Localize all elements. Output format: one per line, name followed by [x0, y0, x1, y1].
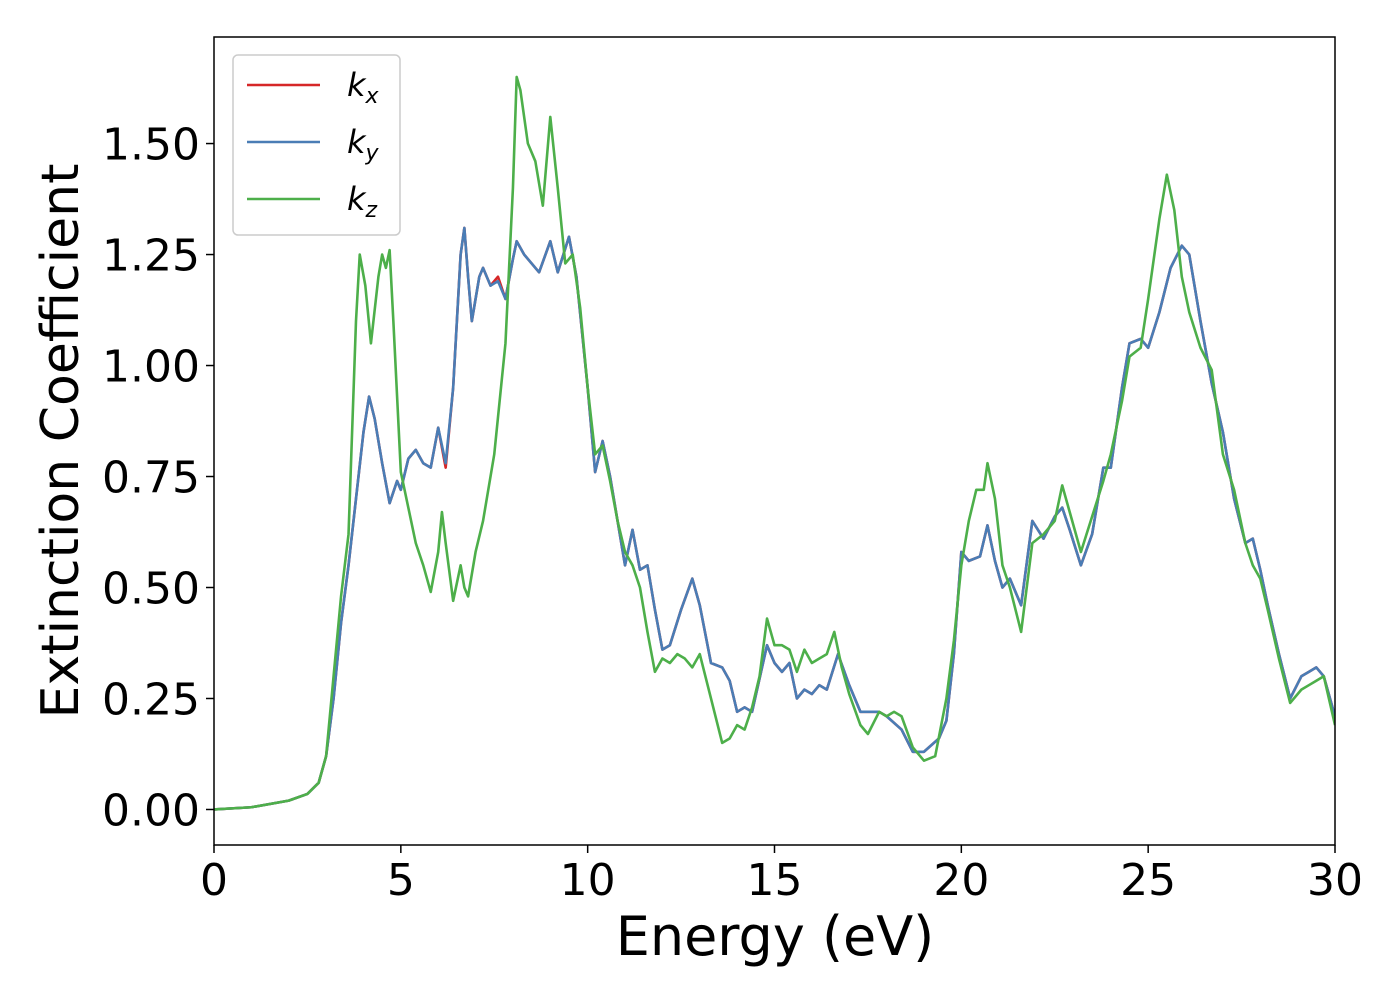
x-tick-label: 20: [933, 855, 989, 906]
x-tick-label: 15: [747, 855, 803, 906]
series-line: [214, 226, 1335, 811]
y-tick-label: 1.25: [102, 231, 200, 282]
series-line: [214, 226, 1335, 811]
y-tick-label: 0.75: [102, 453, 200, 504]
plot-frame: [213, 36, 1336, 846]
legend-label: kz: [347, 180, 378, 223]
series-line: [214, 75, 1335, 811]
y-tick-label: 0.00: [102, 785, 200, 836]
y-tick-label: 1.50: [102, 120, 200, 171]
legend-box: [232, 54, 401, 236]
y-tick-label: 1.00: [102, 342, 200, 393]
x-tick-label: 10: [560, 855, 616, 906]
legend-label: kx: [347, 66, 380, 109]
y-axis-label: Extinction Coefficient: [31, 164, 91, 719]
x-axis-label: Energy (eV): [616, 905, 935, 968]
legend-label: ky: [347, 123, 380, 166]
x-tick-label: 30: [1307, 855, 1363, 906]
x-tick-label: 0: [200, 855, 228, 906]
y-tick-label: 0.50: [102, 564, 200, 615]
x-tick-label: 25: [1120, 855, 1176, 906]
x-tick-label: 5: [387, 855, 415, 906]
y-tick-label: 0.25: [102, 674, 200, 725]
